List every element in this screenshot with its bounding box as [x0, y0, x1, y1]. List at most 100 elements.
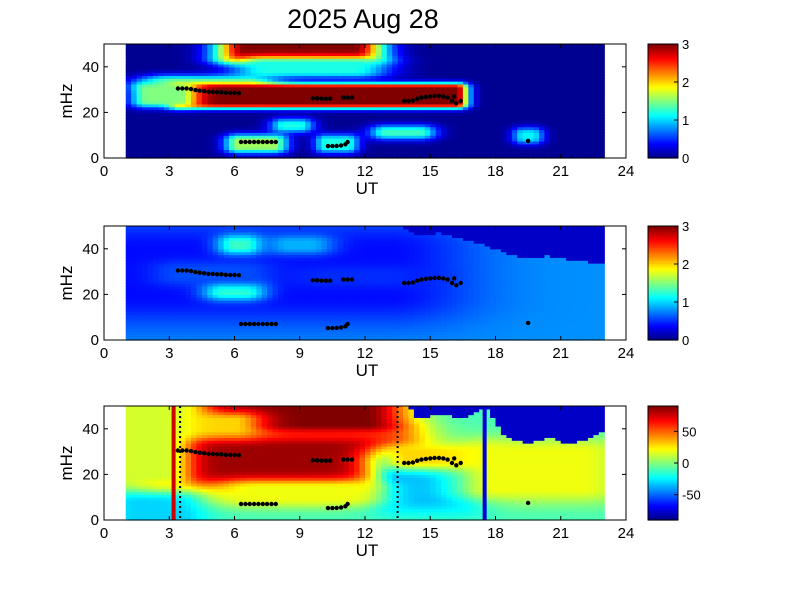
heatmap-cell — [207, 228, 214, 233]
heatmap-cell — [533, 103, 540, 108]
heatmap-cell — [528, 44, 535, 48]
heatmap-cell — [196, 302, 203, 307]
heatmap-cell — [506, 103, 513, 108]
heatmap-cell — [566, 129, 573, 133]
heatmap-cell — [152, 328, 159, 333]
heatmap-cell — [392, 66, 399, 71]
heatmap-cell — [196, 98, 203, 102]
heatmap-cell — [212, 337, 219, 341]
heatmap-cell — [582, 109, 589, 113]
heatmap-cell — [142, 285, 149, 290]
heatmap-cell — [136, 228, 143, 233]
heatmap-cell — [544, 72, 551, 76]
heatmap-cell — [158, 155, 165, 159]
heatmap-cell — [375, 69, 382, 74]
heatmap-cell — [577, 83, 584, 88]
heatmap-cell — [152, 52, 159, 56]
heatmap-cell — [381, 115, 388, 119]
heatmap-cell — [152, 331, 159, 335]
heatmap-cell — [142, 337, 149, 341]
heatmap-cell — [201, 95, 208, 99]
heatmap-cell — [191, 106, 198, 111]
heatmap-cell — [272, 83, 279, 88]
heatmap-cell — [544, 132, 551, 136]
heatmap-cell — [299, 101, 306, 105]
heatmap-cell — [163, 277, 170, 281]
heatmap-cell — [577, 89, 584, 94]
heatmap-cell — [386, 89, 393, 94]
heatmap-cell — [413, 138, 420, 142]
heatmap-cell — [305, 55, 312, 59]
x-axis-label: UT — [356, 179, 379, 198]
heatmap-cell — [250, 237, 257, 241]
heatmap-cell — [500, 112, 507, 116]
heatmap-cell — [256, 231, 263, 236]
heatmap-cell — [234, 237, 241, 241]
colorbar-step — [648, 74, 678, 77]
heatmap-cell — [125, 123, 132, 128]
heatmap-cell — [125, 285, 132, 290]
heatmap-cell — [419, 135, 426, 139]
heatmap-cell — [522, 146, 529, 151]
heatmap-cell — [506, 101, 513, 105]
heatmap-cell — [326, 78, 333, 82]
heatmap-cell — [392, 98, 399, 102]
heatmap-cell — [539, 115, 546, 119]
heatmap-cell — [500, 103, 507, 108]
heatmap-cell — [435, 63, 442, 68]
heatmap-cell — [598, 44, 605, 48]
heatmap-cell — [218, 305, 225, 310]
heatmap-cell — [479, 140, 486, 145]
heatmap-cell — [430, 55, 437, 59]
heatmap-cell — [577, 92, 584, 96]
heatmap-cell — [261, 63, 268, 68]
heatmap-cell — [272, 291, 279, 295]
detection-marker — [247, 139, 252, 145]
heatmap-cell — [174, 317, 181, 321]
heatmap-cell — [267, 226, 274, 230]
heatmap-cell — [212, 55, 219, 59]
heatmap-cell — [403, 95, 410, 99]
heatmap-cell — [511, 98, 518, 102]
heatmap-cell — [185, 46, 192, 51]
heatmap-cell — [392, 44, 399, 48]
heatmap-cell — [310, 61, 317, 65]
heatmap-cell — [191, 226, 198, 230]
heatmap-cell — [169, 115, 176, 119]
heatmap-cell — [223, 240, 230, 244]
heatmap-cell — [473, 72, 480, 76]
heatmap-cell — [185, 92, 192, 96]
heatmap-cell — [337, 75, 344, 79]
heatmap-cell — [484, 120, 491, 125]
heatmap-cell — [283, 118, 290, 122]
heatmap-cell — [408, 146, 415, 151]
heatmap-cell — [511, 49, 518, 54]
heatmap-cell — [533, 86, 540, 91]
heatmap-cell — [163, 240, 170, 244]
heatmap-cell — [560, 149, 567, 153]
heatmap-cell — [490, 72, 497, 76]
heatmap-cell — [250, 52, 257, 56]
colorbar-step — [648, 49, 678, 52]
heatmap-cell — [147, 103, 154, 108]
heatmap-cell — [169, 135, 176, 139]
heatmap-cell — [500, 135, 507, 139]
heatmap-cell — [278, 83, 285, 88]
heatmap-cell — [169, 120, 176, 125]
heatmap-cell — [539, 55, 546, 59]
heatmap-cell — [267, 86, 274, 91]
heatmap-cell — [261, 271, 268, 276]
heatmap-cell — [158, 81, 165, 85]
heatmap-cell — [321, 83, 328, 88]
heatmap-cell — [446, 101, 453, 105]
heatmap-cell — [267, 265, 274, 270]
heatmap-cell — [332, 52, 339, 56]
heatmap-cell — [539, 49, 546, 54]
heatmap-cell — [152, 143, 159, 148]
heatmap-cell — [256, 86, 263, 91]
heatmap-cell — [147, 240, 154, 244]
heatmap-cell — [169, 291, 176, 295]
heatmap-cell — [147, 317, 154, 321]
heatmap-cell — [446, 143, 453, 148]
